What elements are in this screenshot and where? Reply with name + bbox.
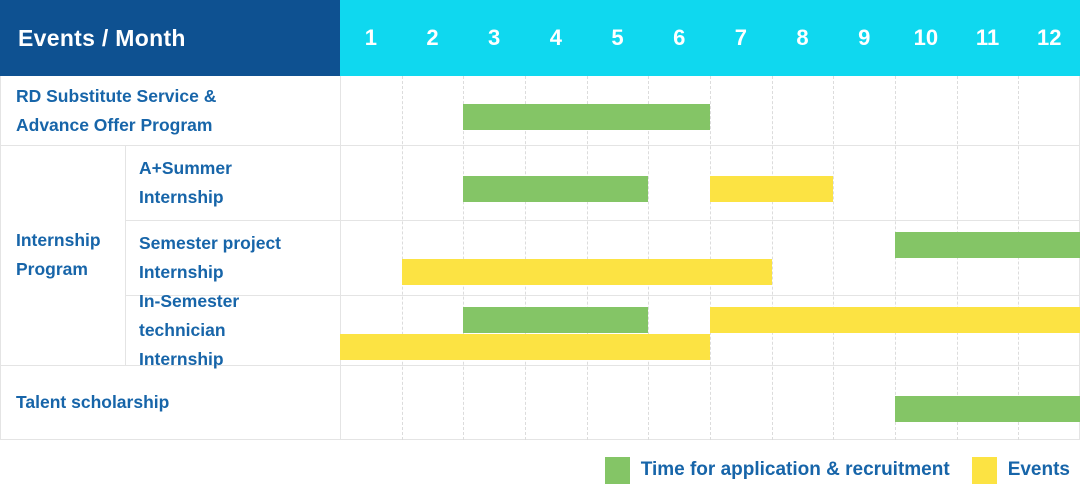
month-label: 6 [673,25,686,50]
gantt-bar-yellow [710,175,834,202]
month-label: 2 [426,25,439,50]
month-label: 9 [858,25,871,50]
grid-line [125,220,1080,221]
gantt-bar-yellow [710,307,1080,333]
group-label-internship-program: Internship Program [0,145,125,365]
grid-line [340,76,341,440]
month-label: 11 [975,25,1000,50]
month-header: 1 2 3 4 5 6 7 8 9 10 11 12 [340,0,1080,76]
grid-line [833,76,835,440]
month-label: 8 [796,25,809,50]
header-events-month: Events / Month [0,0,340,76]
month-label: 4 [549,25,562,50]
gantt-bar-green [895,232,1080,258]
month-label: 5 [611,25,624,50]
gantt-bar-green [463,175,649,202]
legend: Time for application & recruitment Event… [604,450,1070,490]
gantt-bar-green [463,307,649,333]
row-label: In-Semester technician Internship [125,291,340,369]
header-title: Events / Month [18,24,186,51]
row-label: RD Substitute Service & Advance Offer Pr… [0,76,340,145]
legend-swatch-yellow [971,456,997,484]
row-label-text: In-Semester technician Internship [139,290,240,369]
legend-item-application: Time for application & recruitment [604,456,950,484]
grid-line [648,76,650,440]
grid-line [1018,76,1020,440]
month-label: 10 [913,25,939,50]
month-label: 12 [1036,25,1062,50]
grid-line [956,76,958,440]
grid-line [463,76,465,440]
row-label: Talent scholarship [0,365,340,440]
row-label: Semester project Internship [125,220,340,295]
legend-swatch-green [604,456,630,484]
gantt-bar-green [463,103,710,130]
row-label-text: RD Substitute Service & Advance Offer Pr… [16,85,217,135]
row-label-text: A+Summer Internship [139,157,232,207]
grid-line [0,365,1080,366]
grid-line [0,145,1080,146]
grid-line [895,76,896,440]
group-label-text: Internship Program [16,230,101,279]
gantt-bar-yellow [340,334,710,360]
gantt-bar-green [895,395,1080,422]
month-label: 1 [364,25,377,50]
legend-label-application: Time for application & recruitment [640,459,950,480]
month-label: 3 [488,25,501,50]
grid-line [710,76,711,440]
row-label: A+Summer Internship [125,145,340,220]
grid-line [125,295,1080,296]
grid-line [125,145,126,365]
gantt-bar-yellow [401,259,772,285]
row-label-text: Semester project Internship [139,232,282,282]
legend-label-events: Events [1007,459,1070,480]
legend-item-events: Events [971,456,1070,484]
grid-line [525,76,526,440]
grid-line [771,76,773,440]
grid-line [401,76,403,440]
row-label-text: Talent scholarship [16,392,170,412]
month-label: 7 [734,25,747,50]
grid-line [586,76,588,440]
